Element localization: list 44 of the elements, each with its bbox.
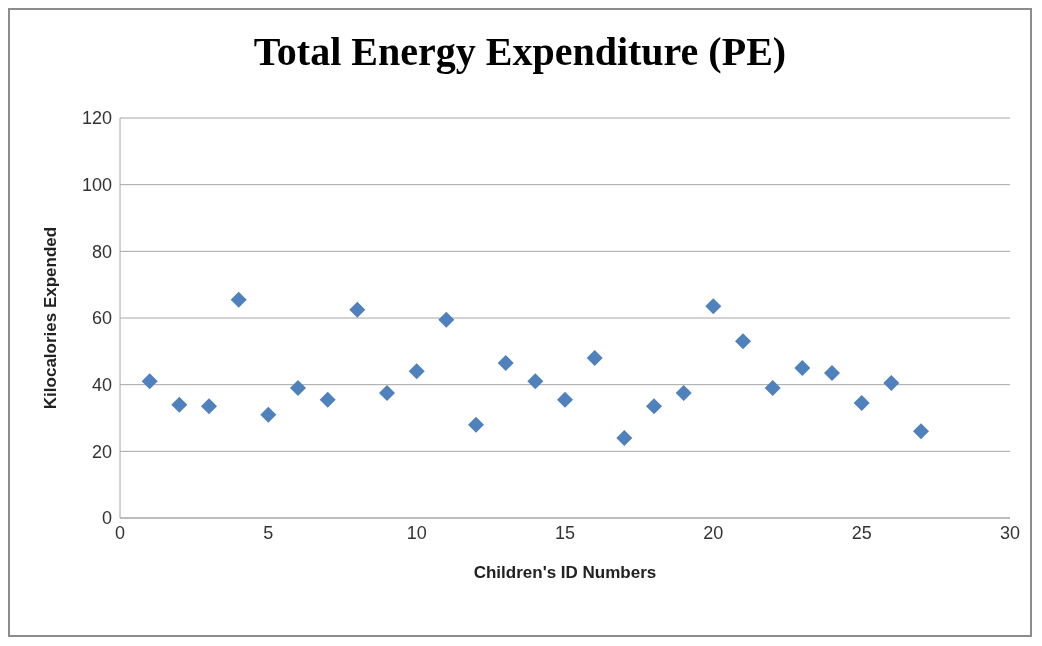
x-axis-title: Children's ID Numbers	[473, 563, 657, 582]
y-tick-label: 20	[91, 441, 112, 462]
x-tick-label: 10	[406, 522, 427, 543]
point	[171, 396, 188, 413]
y-tick-label: 40	[91, 375, 112, 396]
point	[735, 333, 751, 350]
point	[497, 355, 514, 371]
point	[646, 398, 662, 415]
point	[616, 430, 633, 446]
point	[230, 291, 247, 308]
point	[379, 385, 395, 401]
x-tick-label: 20	[703, 522, 724, 543]
y-axis-title: Kilocalories Expended	[41, 226, 61, 410]
point	[438, 311, 455, 328]
point	[290, 380, 306, 396]
point	[527, 373, 544, 390]
x-tick-label: 5	[263, 522, 274, 543]
point	[201, 398, 217, 415]
point	[260, 406, 277, 423]
point	[824, 365, 840, 381]
point	[349, 301, 366, 318]
point	[764, 380, 781, 396]
point	[586, 350, 603, 366]
y-tick-label: 60	[91, 308, 112, 329]
x-tick-label: 30	[999, 522, 1021, 543]
point	[319, 391, 336, 408]
point	[557, 391, 573, 408]
point	[853, 395, 870, 411]
point	[883, 375, 900, 391]
chart-title: Total Energy Expenditure (PE)	[252, 28, 788, 76]
point	[705, 298, 722, 315]
point	[675, 385, 692, 401]
x-tick-label: 0	[114, 522, 126, 543]
point	[794, 360, 811, 376]
x-tick-label: 25	[851, 522, 872, 543]
y-tick-label: 80	[91, 241, 112, 262]
point	[408, 363, 425, 380]
y-tick-label: 100	[81, 175, 112, 196]
x-tick-label: 15	[554, 522, 576, 543]
point	[913, 423, 929, 440]
y-tick-label: 0	[101, 508, 112, 529]
point	[468, 416, 484, 433]
y-tick-label: 120	[81, 108, 112, 129]
point	[141, 373, 158, 390]
